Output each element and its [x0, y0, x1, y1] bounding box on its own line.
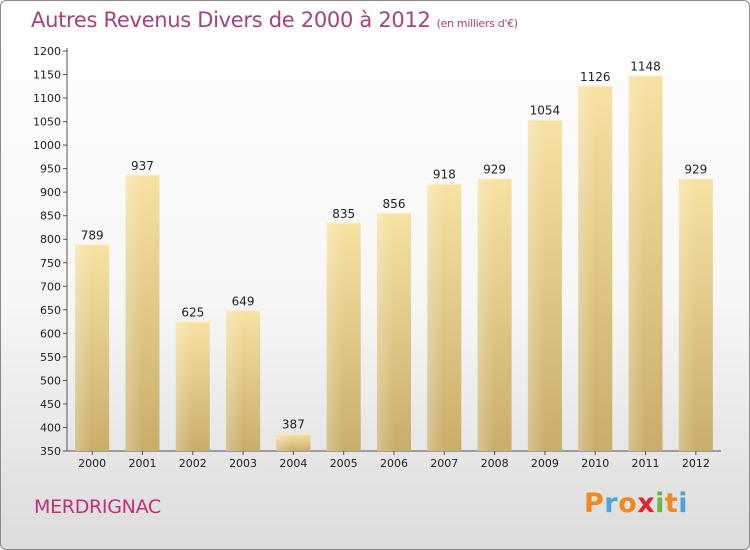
x-tick-label: 2009 — [531, 457, 559, 470]
y-tick-label: 1050 — [33, 116, 61, 129]
x-tick-label: 2005 — [330, 457, 358, 470]
x-tick-label: 2006 — [380, 457, 408, 470]
y-tick-label: 950 — [40, 163, 61, 176]
bar-value-label: 1054 — [530, 104, 561, 118]
x-tick-label: 2001 — [128, 457, 156, 470]
bars-group — [75, 75, 713, 452]
y-tick-label: 1100 — [33, 92, 61, 105]
bar-value-label: 937 — [131, 159, 154, 173]
bar-highlight — [578, 85, 596, 451]
y-tick-label: 400 — [40, 421, 61, 434]
y-tick-label: 800 — [40, 233, 61, 246]
bar-value-label: 918 — [433, 168, 456, 182]
y-tick-label: 1200 — [33, 45, 61, 58]
x-tick-label: 2004 — [279, 457, 307, 470]
bar-highlight — [527, 119, 545, 452]
x-tick-label: 2011 — [632, 457, 660, 470]
proxiti-logo: Proxiti — [584, 488, 688, 519]
bar-highlight — [326, 222, 344, 451]
bar-value-label: 387 — [282, 418, 305, 432]
logo-letter: i — [678, 488, 689, 519]
y-tick-label: 750 — [40, 257, 61, 270]
bar-value-label: 649 — [232, 294, 255, 308]
y-tick-label: 850 — [40, 210, 61, 223]
x-tick-label: 2008 — [481, 457, 509, 470]
y-tick-label: 900 — [40, 186, 61, 199]
x-tick-label: 2007 — [430, 457, 458, 470]
bar-highlight — [175, 321, 193, 451]
y-tick-label: 700 — [40, 280, 61, 293]
bar-value-label: 625 — [181, 306, 204, 320]
x-tick-label: 2000 — [78, 457, 106, 470]
y-tick-label: 450 — [40, 398, 61, 411]
logo-letter: t — [664, 488, 679, 519]
bar-value-label: 929 — [684, 163, 707, 177]
bar-value-label: 789 — [81, 228, 104, 242]
bar-highlight — [477, 178, 495, 451]
x-tick-label: 2002 — [179, 457, 207, 470]
logo-letter: o — [618, 488, 638, 519]
y-tick-label: 650 — [40, 304, 61, 317]
bar-highlight — [628, 75, 646, 452]
y-tick-label: 1150 — [33, 69, 61, 82]
logo-letter: i — [655, 488, 665, 519]
x-tick-label: 2010 — [581, 457, 609, 470]
bar-value-label: 1148 — [630, 59, 661, 73]
bar-value-label: 835 — [332, 207, 355, 221]
bar-value-label: 1126 — [580, 70, 611, 84]
bar-highlight — [377, 212, 394, 451]
x-tick-label: 2003 — [229, 457, 257, 470]
bar-highlight — [226, 310, 244, 451]
chart-title: Autres Revenus Divers de 2000 à 2012 (en … — [31, 8, 518, 32]
logo-letter: r — [604, 488, 619, 519]
logo-letter: x — [637, 488, 656, 519]
y-tick-label: 1000 — [33, 139, 61, 152]
bar-value-label: 929 — [483, 163, 506, 177]
y-tick-label: 350 — [40, 445, 61, 458]
y-tick-label: 550 — [40, 351, 61, 364]
bar-highlight — [678, 178, 696, 451]
y-tick-label: 600 — [40, 327, 61, 340]
bar-highlight — [75, 244, 93, 451]
bar-highlight — [276, 433, 294, 451]
bar-highlight — [427, 183, 445, 452]
labels-group: 789 937 625 649 387 835 856 918 929 1054 1126 1148 9… — [81, 59, 708, 431]
axes: 350 400 450 500 550 600 650 700 750 800 850 900 950 1… — [33, 45, 721, 470]
chart-unit: (en milliers d'€) — [436, 17, 518, 30]
x-tick-label: 2012 — [682, 457, 710, 470]
commune-name: MERDRIGNAC — [34, 496, 161, 518]
chart-title-text: Autres Revenus Divers de 2000 à 2012 — [31, 8, 431, 32]
logo-letter: P — [584, 488, 605, 519]
bar-highlight — [125, 174, 143, 451]
y-tick-label: 500 — [40, 374, 61, 387]
bar-value-label: 856 — [383, 197, 406, 211]
